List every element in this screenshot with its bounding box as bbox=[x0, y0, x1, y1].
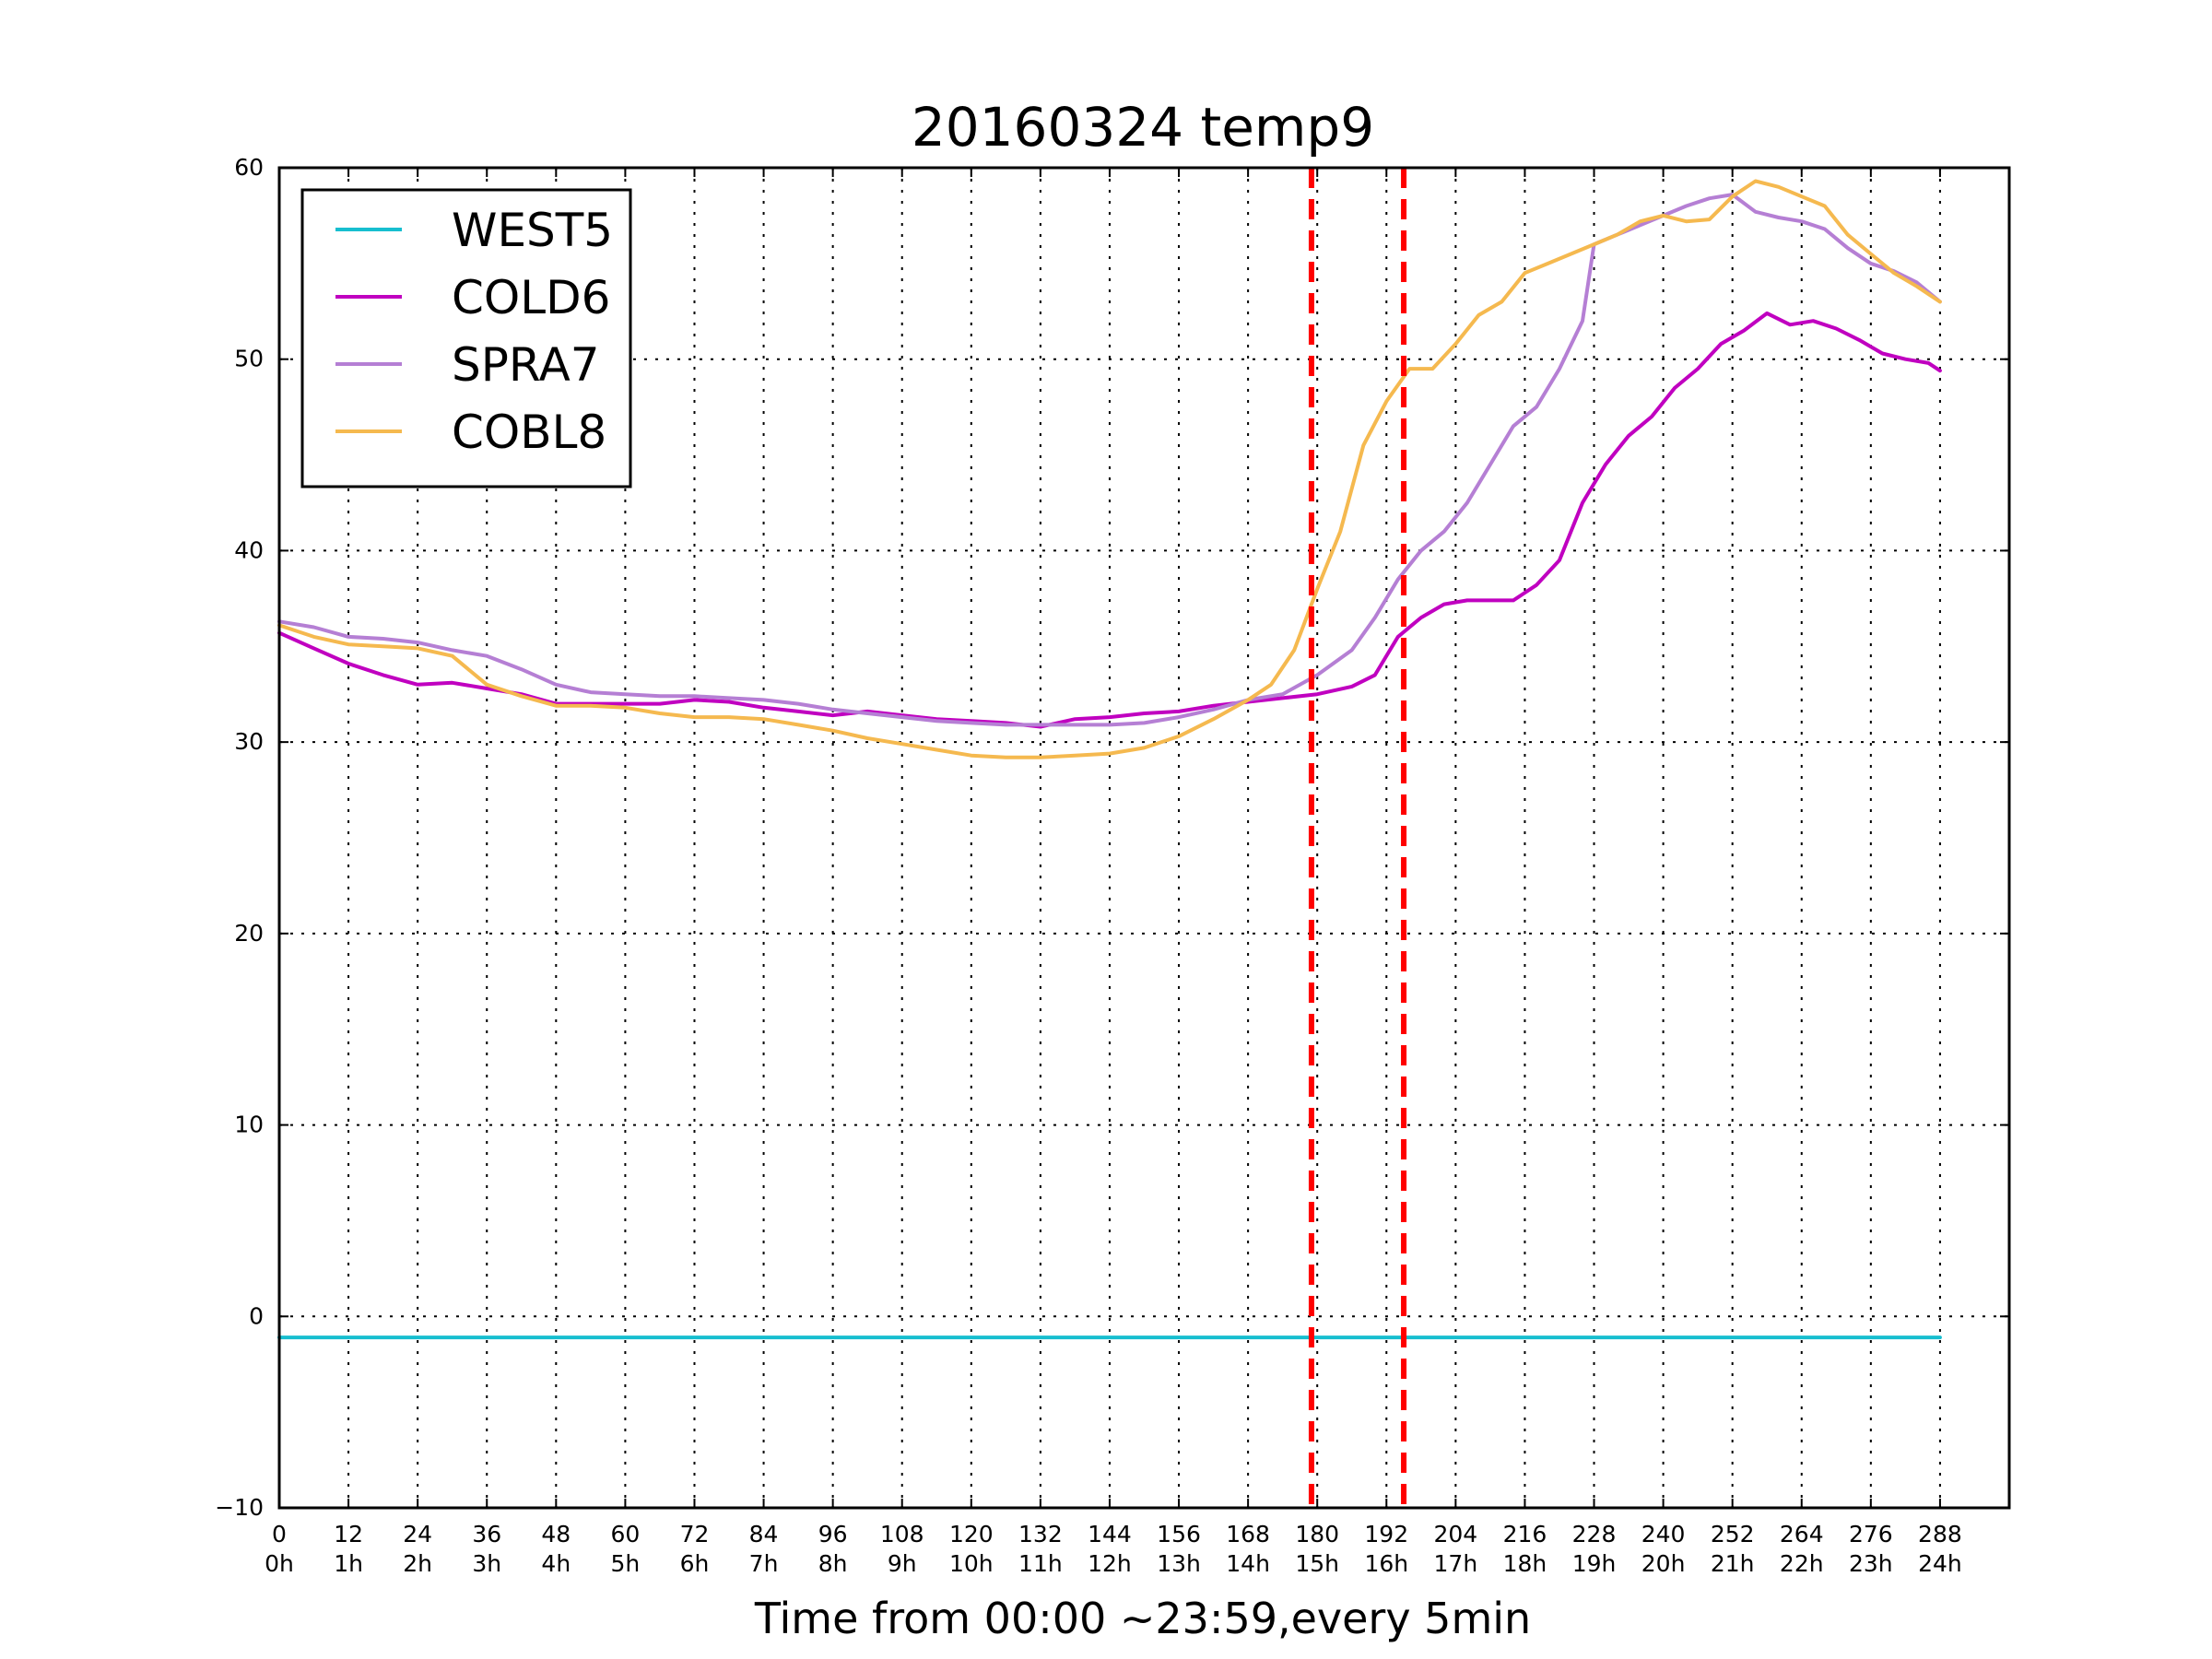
series-line-spra7 bbox=[277, 193, 1942, 727]
x-tick-hour-label: 9h bbox=[888, 1550, 917, 1577]
x-tick-label: 60 bbox=[610, 1521, 640, 1547]
x-tick-label: 72 bbox=[680, 1521, 710, 1547]
x-tick-label: 288 bbox=[1918, 1521, 1962, 1547]
x-tick-hour-label: 1h bbox=[334, 1550, 363, 1577]
x-tick-hour-label: 2h bbox=[403, 1550, 432, 1577]
x-tick-label: 276 bbox=[1849, 1521, 1893, 1547]
x-tick-hour-label: 11h bbox=[1018, 1550, 1063, 1577]
x-tick-label: 264 bbox=[1780, 1521, 1824, 1547]
x-tick-label: 132 bbox=[1018, 1521, 1063, 1547]
chart-title: 20160324 temp9 bbox=[912, 96, 1374, 159]
x-tick-label: 240 bbox=[1641, 1521, 1686, 1547]
vertical-markers bbox=[1308, 168, 1407, 1508]
x-tick-hour-label: 24h bbox=[1918, 1550, 1962, 1577]
y-tick-label: −10 bbox=[215, 1494, 264, 1521]
x-tick-hour-label: 17h bbox=[1434, 1550, 1478, 1577]
x-tick-hour-label: 5h bbox=[611, 1550, 641, 1577]
plot-frame bbox=[277, 166, 2011, 1510]
y-tick-label: 30 bbox=[234, 728, 264, 755]
x-tick-label: 24 bbox=[403, 1521, 432, 1547]
x-axis-ticks: 0 0h 12 1h 24 2h 36 3h 48 4h 60 5h 72 6h 84 7h 96 8h 108 9h… bbox=[265, 168, 1962, 1577]
x-tick-label: 144 bbox=[1088, 1521, 1132, 1547]
x-tick-hour-label: 13h bbox=[1157, 1550, 1201, 1577]
legend-label: COLD6 bbox=[452, 271, 610, 324]
x-tick-hour-label: 15h bbox=[1295, 1550, 1339, 1577]
series-line-cold6 bbox=[277, 311, 1942, 729]
x-tick-label: 108 bbox=[880, 1521, 924, 1547]
legend-label: WEST5 bbox=[452, 204, 613, 257]
x-tick-label: 96 bbox=[818, 1521, 848, 1547]
y-tick-label: 0 bbox=[249, 1302, 264, 1329]
x-tick-label: 228 bbox=[1572, 1521, 1617, 1547]
legend-label: COBL8 bbox=[452, 406, 606, 459]
x-tick-hour-label: 12h bbox=[1088, 1550, 1132, 1577]
y-tick-label: 20 bbox=[234, 920, 264, 947]
x-tick-hour-label: 10h bbox=[949, 1550, 994, 1577]
y-tick-label: 40 bbox=[234, 536, 264, 563]
x-tick-hour-label: 21h bbox=[1711, 1550, 1755, 1577]
x-tick-label: 204 bbox=[1434, 1521, 1478, 1547]
x-tick-label: 156 bbox=[1157, 1521, 1201, 1547]
x-tick-hour-label: 4h bbox=[541, 1550, 571, 1577]
series-line-cobl8 bbox=[277, 179, 1942, 759]
x-tick-hour-label: 0h bbox=[265, 1550, 294, 1577]
x-tick-label: 180 bbox=[1295, 1521, 1339, 1547]
series-lines bbox=[277, 179, 1942, 1340]
x-tick-hour-label: 23h bbox=[1849, 1550, 1893, 1577]
x-tick-hour-label: 19h bbox=[1572, 1550, 1617, 1577]
x-tick-label: 0 bbox=[272, 1521, 287, 1547]
x-tick-hour-label: 18h bbox=[1503, 1550, 1547, 1577]
x-tick-label: 12 bbox=[334, 1521, 363, 1547]
legend: WEST5 COLD6 SPRA7 COBL8 bbox=[300, 188, 632, 488]
y-tick-label: 60 bbox=[234, 154, 264, 181]
x-axis-label: Time from 00:00 ~23:59,every 5min bbox=[754, 1594, 1531, 1643]
legend-label: SPRA7 bbox=[452, 338, 600, 392]
x-tick-label: 120 bbox=[949, 1521, 994, 1547]
x-tick-hour-label: 7h bbox=[749, 1550, 779, 1577]
x-tick-hour-label: 14h bbox=[1226, 1550, 1270, 1577]
x-tick-label: 252 bbox=[1711, 1521, 1755, 1547]
x-tick-hour-label: 22h bbox=[1780, 1550, 1824, 1577]
x-tick-label: 36 bbox=[472, 1521, 501, 1547]
y-tick-label: 10 bbox=[234, 1112, 264, 1138]
x-tick-label: 216 bbox=[1503, 1521, 1547, 1547]
y-tick-label: 50 bbox=[234, 346, 264, 372]
x-tick-label: 192 bbox=[1364, 1521, 1408, 1547]
legend-box bbox=[300, 188, 632, 488]
x-tick-label: 168 bbox=[1226, 1521, 1270, 1547]
x-tick-hour-label: 8h bbox=[818, 1550, 848, 1577]
x-tick-hour-label: 20h bbox=[1641, 1550, 1686, 1577]
y-axis-ticks: −10 0 10 20 30 40 50 60 bbox=[215, 154, 2009, 1521]
x-tick-hour-label: 16h bbox=[1364, 1550, 1408, 1577]
x-tick-label: 84 bbox=[749, 1521, 779, 1547]
x-tick-hour-label: 3h bbox=[472, 1550, 501, 1577]
x-tick-hour-label: 6h bbox=[680, 1550, 710, 1577]
x-tick-label: 48 bbox=[541, 1521, 571, 1547]
